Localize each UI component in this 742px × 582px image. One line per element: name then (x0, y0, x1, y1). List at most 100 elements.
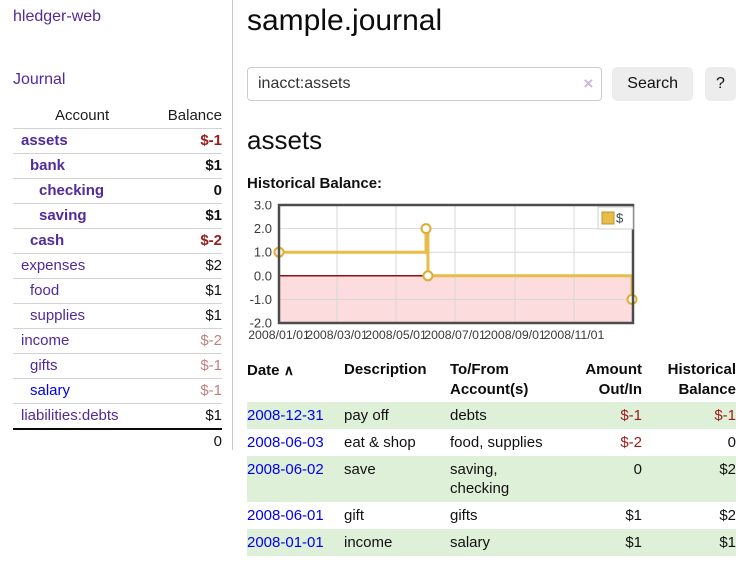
transaction-accounts: debts (450, 407, 487, 424)
account-link[interactable]: bank (30, 157, 66, 174)
transaction-accounts: saving, checking (450, 461, 510, 497)
legend-label: $ (616, 211, 624, 226)
accounts-table-header-row: Account Balance (13, 104, 222, 129)
transaction-row: 2008-06-02 save saving, checking 0 $2 (247, 456, 736, 502)
sidebar-account-row: assets $-1 (13, 128, 222, 154)
sidebar-account-row: checking 0 (13, 178, 222, 204)
accounts-total-value: 0 (151, 428, 222, 454)
search-form: × Search ? (247, 67, 736, 101)
account-link[interactable]: expenses (21, 257, 86, 274)
accounts-balance-table: Account Balance assets $-1 bank $1 check… (13, 104, 222, 454)
sidebar-account-row: food $1 (13, 278, 222, 304)
page-title: sample.journal (247, 4, 443, 37)
sidebar-account-row: liabilities:debts $1 (13, 404, 222, 430)
y-tick-label: 0.0 (254, 268, 272, 283)
sidebar-account-row: income $-2 (13, 328, 222, 354)
legend-swatch (601, 211, 615, 225)
account-balance: $-1 (151, 378, 222, 404)
transaction-accounts: food, supplies (450, 434, 543, 451)
app-brand-link[interactable]: hledger-web (13, 8, 102, 25)
x-tick-label: 2008/03/01 (306, 328, 368, 342)
transaction-amount: $-2 (620, 434, 642, 451)
sidebar-account-row: gifts $-1 (13, 353, 222, 379)
col-accounts: To/From Account(s) (450, 361, 529, 398)
x-tick-label: 2008/05/01 (365, 328, 427, 342)
register-header-row: Date ∧ Description To/From Account(s) Am… (247, 358, 736, 402)
x-tick-label: 2008/11/01 (544, 328, 605, 342)
account-link[interactable]: checking (39, 182, 105, 199)
transaction-row: 2008-06-03 eat & shop food, supplies $-2… (247, 429, 736, 456)
transaction-amount: 0 (633, 461, 642, 478)
account-balance: $2 (151, 253, 222, 279)
data-point-marker (420, 223, 432, 235)
account-link[interactable]: income (21, 332, 70, 349)
sidebar-account-row: cash $-2 (13, 228, 222, 254)
sidebar-account-row: expenses $2 (13, 253, 222, 279)
account-balance: $-1 (151, 128, 222, 154)
sidebar-item-journal[interactable]: Journal (13, 71, 66, 88)
main-content: sample.journal × Search ? assets Histori… (233, 0, 742, 556)
transaction-balance: $1 (719, 534, 736, 551)
transaction-balance: 0 (727, 434, 736, 451)
account-link[interactable]: gifts (30, 357, 58, 374)
chart-title: Historical Balance: (247, 175, 383, 192)
transaction-date-link[interactable]: 2008-06-03 (247, 434, 324, 451)
register-account-heading: assets (247, 125, 323, 155)
sidebar: hledger-web Journal Account Balance asse… (0, 0, 233, 454)
y-tick-label: 2.0 (254, 221, 272, 236)
account-balance: $1 (151, 203, 222, 229)
account-link[interactable]: food (30, 282, 60, 299)
account-link[interactable]: supplies (30, 307, 86, 324)
transaction-row: 2008-12-31 pay off debts $-1 $-1 (247, 402, 736, 429)
help-button[interactable]: ? (705, 67, 736, 101)
account-balance: 0 (151, 178, 222, 204)
account-link[interactable]: saving (39, 207, 87, 224)
y-tick-label: 3.0 (254, 201, 272, 213)
transaction-date-link[interactable]: 2008-01-01 (247, 534, 324, 551)
plot-border (277, 203, 635, 325)
accounts-total-row: 0 (13, 428, 222, 454)
transaction-date-link[interactable]: 2008-06-01 (247, 507, 324, 524)
col-description: Description (344, 361, 427, 378)
account-balance: $1 (151, 303, 222, 329)
col-amount: Amount Out/In (585, 361, 642, 398)
x-tick-label: 2008/01/01 (248, 328, 310, 342)
transaction-date-link[interactable]: 2008-12-31 (247, 407, 324, 424)
account-balance: $1 (151, 278, 222, 304)
account-balance: $-2 (151, 228, 222, 254)
search-button[interactable]: Search (612, 67, 693, 101)
register-table: Date ∧ Description To/From Account(s) Am… (247, 358, 736, 556)
search-input[interactable] (247, 67, 603, 101)
sidebar-account-row: supplies $1 (13, 303, 222, 329)
transaction-balance: $2 (719, 461, 736, 478)
y-tick-label: 1.0 (254, 245, 272, 260)
data-point-marker (422, 270, 434, 282)
transaction-accounts: salary (450, 534, 491, 551)
clear-search-icon[interactable]: × (583, 74, 594, 93)
balance-column-header: Balance (151, 104, 222, 129)
sort-ascending-icon: ∧ (283, 362, 294, 378)
account-link[interactable]: salary (30, 382, 71, 399)
transaction-balance: $2 (719, 507, 736, 524)
account-link[interactable]: liabilities:debts (21, 407, 119, 424)
account-balance: $-1 (151, 353, 222, 379)
col-balance: Historical Balance (667, 361, 736, 398)
transaction-row: 2008-06-01 gift gifts $1 $2 (247, 502, 736, 529)
transaction-description: eat & shop (344, 434, 416, 451)
transaction-description: income (344, 534, 393, 551)
account-balance: $-2 (151, 328, 222, 354)
account-link[interactable]: assets (21, 132, 68, 149)
transaction-amount: $1 (625, 534, 642, 551)
sidebar-account-rows: assets $-1 bank $1 checking 0 saving $1 … (13, 128, 222, 430)
transaction-balance: $-1 (714, 407, 736, 424)
transaction-amount: $-1 (620, 407, 642, 424)
transaction-accounts: gifts (450, 507, 478, 524)
sidebar-account-row: salary $-1 (13, 378, 222, 404)
transaction-date-link[interactable]: 2008-06-02 (247, 461, 324, 478)
transaction-description: pay off (344, 407, 389, 424)
y-tick-label: -1.0 (250, 292, 272, 307)
account-link[interactable]: cash (30, 232, 65, 249)
account-balance: $1 (205, 407, 222, 424)
col-date[interactable]: Date ∧ (247, 362, 294, 379)
transaction-description: gift (344, 507, 365, 524)
